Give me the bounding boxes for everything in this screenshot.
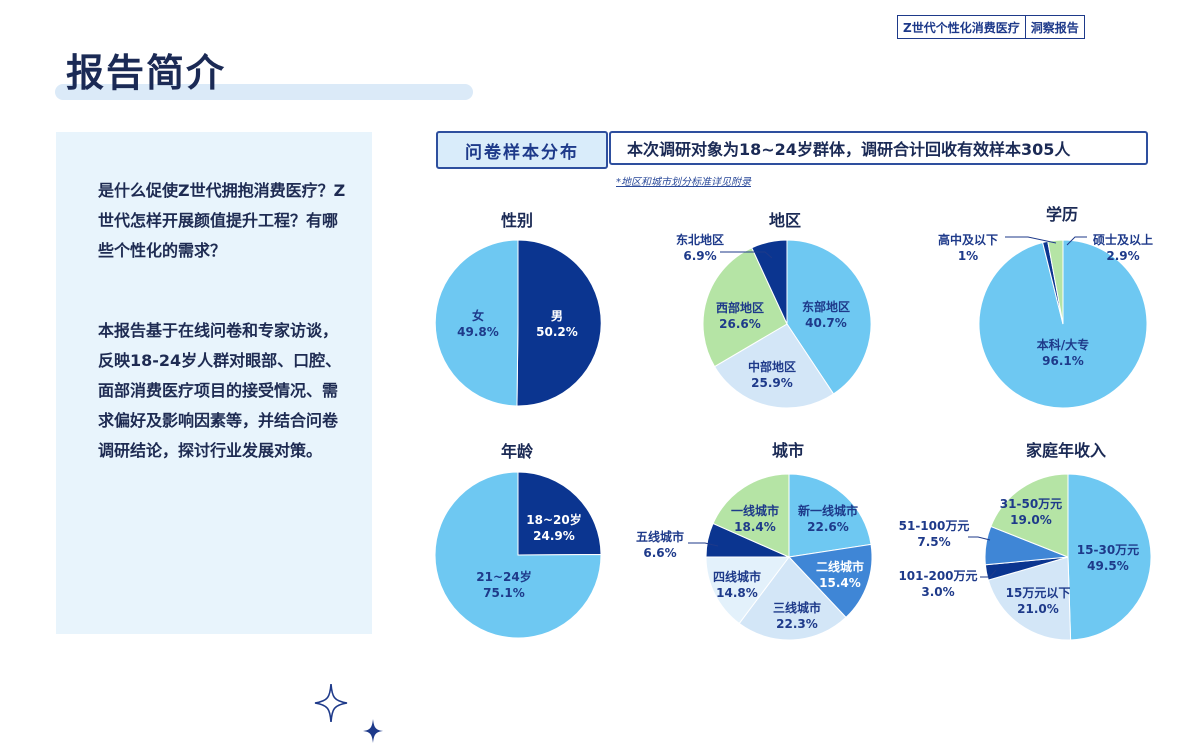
slice-label: 101-200万元	[898, 569, 977, 583]
slice-leader-line	[1005, 236, 1057, 244]
pie-slice	[516, 239, 602, 407]
slice-leader-line	[980, 569, 997, 578]
slice-label: 东北地区	[676, 232, 724, 247]
pie-chart-1: 性别男 50.2% 女 49.8%	[434, 211, 602, 407]
pie-slice	[712, 473, 790, 558]
pie-slice	[517, 471, 602, 556]
survey-tag: 问卷样本分布	[436, 131, 608, 169]
slice-value-label: 18.4%	[734, 520, 776, 534]
slice-value-label: 3.0%	[921, 585, 954, 599]
slice-value-label: 19.0%	[1010, 513, 1052, 527]
badge-report-topic: Z世代个性化消费医疗	[898, 16, 1026, 38]
pie-slice	[702, 247, 788, 368]
slice-value-label: 26.6%	[719, 317, 761, 331]
pie-chart-4: 年龄 18~20岁 24.9% 21~24岁 75.1%	[434, 442, 602, 639]
slice-label: 新一线城市	[798, 503, 858, 518]
pie-slice	[738, 556, 847, 641]
slice-label: 东部地区	[802, 299, 850, 314]
badge-report-type: 洞察报告	[1030, 20, 1079, 35]
slice-value-label: 6.6%	[643, 546, 676, 560]
slice-label: 女	[472, 308, 484, 323]
slice-value-label: 24.9%	[533, 529, 575, 543]
slice-value-label: 96.1%	[1042, 354, 1084, 368]
slice-label: 四线城市	[713, 569, 761, 584]
pie-slice	[788, 473, 872, 558]
slice-value-label: 22.3%	[776, 617, 818, 631]
slice-label: 硕士及以上	[1093, 232, 1153, 247]
slice-label: 31-50万元	[1000, 497, 1062, 511]
slice-value-label: 50.2%	[536, 325, 578, 339]
slice-label: 18~20岁	[526, 512, 581, 527]
slice-label: 一线城市	[731, 503, 779, 518]
page-title: 报告简介	[66, 51, 227, 95]
slice-label: 男	[551, 309, 563, 323]
slice-value-label: 40.7%	[805, 316, 847, 330]
slice-label: 五线城市	[636, 529, 684, 544]
slice-value-label: 22.6%	[807, 520, 849, 534]
slice-value-label: 25.9%	[751, 376, 793, 390]
slice-leader-line	[720, 251, 773, 259]
slice-value-label: 2.9%	[1106, 249, 1139, 263]
sparkle-outline-icon	[314, 683, 348, 723]
slice-leader-line	[1066, 236, 1087, 246]
pie-slice	[713, 323, 835, 409]
slice-label: 21~24岁	[476, 569, 531, 584]
slice-label: 15万元以下	[1006, 586, 1071, 600]
slice-value-label: 75.1%	[483, 586, 525, 600]
chart-title: 性别	[501, 211, 533, 230]
slice-label: 三线城市	[773, 600, 821, 615]
pie-slice	[751, 239, 788, 325]
chart-title: 地区	[769, 211, 801, 230]
sparkle-filled-icon	[363, 719, 383, 743]
pie-slice	[990, 473, 1069, 558]
slice-label: 中部地区	[748, 359, 796, 374]
chart-title: 学历	[1046, 205, 1078, 224]
pie-slice	[787, 543, 873, 619]
pie-slice	[987, 556, 1072, 641]
pie-slice	[705, 556, 790, 625]
survey-note: *地区和城市划分标准详见附录	[616, 177, 751, 188]
slice-label: 15-30万元	[1077, 543, 1139, 557]
survey-summary: 本次调研对象为18~24岁群体，调研合计回收有效样本305人	[609, 131, 1148, 165]
slice-value-label: 15.4%	[819, 576, 861, 590]
intro-description: 本报告基于在线问卷和专家访谈，反映18-24岁人群对眼部、口腔、面部消费医疗项目…	[98, 321, 342, 460]
slice-value-label: 14.8%	[716, 586, 758, 600]
pie-chart-6: 家庭年收入 15-30万元 49.5% 15万元以下 21.0% 101-200万元 3.0…	[898, 441, 1152, 641]
pie-slice	[434, 471, 602, 639]
slice-leader-line	[688, 542, 719, 547]
slice-value-label: 21.0%	[1017, 602, 1059, 616]
chart-title: 城市	[772, 441, 804, 460]
slice-leader-line	[968, 536, 991, 541]
slice-label: 西部地区	[716, 300, 764, 315]
chart-title: 家庭年收入	[1026, 441, 1106, 460]
slice-label: 51-100万元	[899, 519, 970, 533]
slice-value-label: 6.9%	[683, 249, 716, 263]
slice-label: 本科/大专	[1037, 337, 1089, 352]
slice-value-label: 7.5%	[917, 535, 950, 549]
slice-value-label: 49.5%	[1087, 559, 1129, 573]
slice-value-label: 1%	[958, 249, 978, 263]
slice-label: 高中及以下	[938, 232, 998, 247]
pie-slice	[434, 239, 519, 407]
intro-question: 是什么促使Z世代拥抱消费医疗？Z世代怎样开展颜值提升工程？有哪些个性化的需求？	[98, 181, 346, 260]
intro-panel: 是什么促使Z世代拥抱消费医疗？Z世代怎样开展颜值提升工程？有哪些个性化的需求？ …	[56, 132, 383, 743]
title-underline	[55, 84, 473, 100]
chart-title: 年龄	[501, 442, 534, 461]
slice-label: 二线城市	[816, 559, 864, 574]
report-badge: Z世代个性化消费医疗 洞察报告	[897, 15, 1085, 39]
pie-slice	[1067, 473, 1152, 641]
slice-value-label: 49.8%	[457, 325, 499, 339]
